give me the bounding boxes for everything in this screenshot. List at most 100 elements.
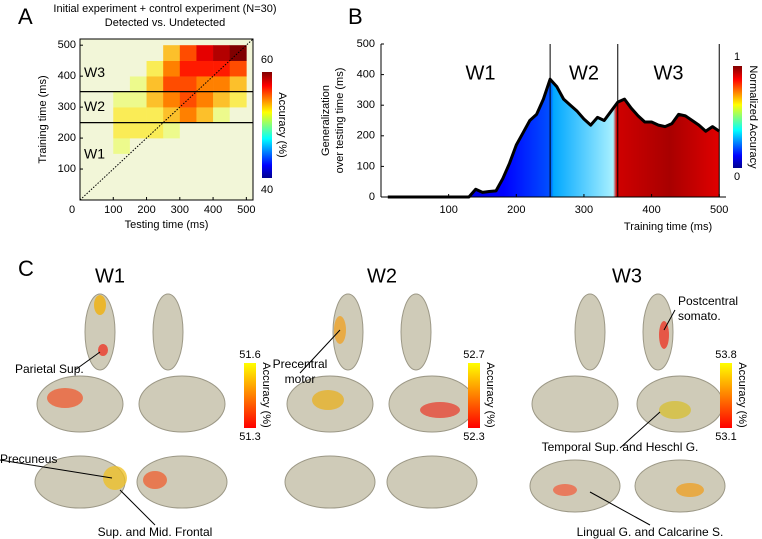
y-tick-label: 300 [58,101,76,113]
heatmap-cell [96,184,114,201]
colorbar [244,363,256,428]
heatmap-cell [80,122,97,139]
heatmap-cell [163,76,181,92]
x-tick-label: 200 [137,204,155,216]
heatmap-cell [129,60,147,77]
x-tick-label: 100 [104,204,122,216]
heatmap-cell [96,60,114,77]
heatmap-cell [179,153,197,170]
annotation: Parietal Sup. [15,362,84,376]
heatmap-cell [213,184,231,201]
heatmap-cell [179,60,197,77]
annotation-leader [663,309,676,331]
y-tick-label: 500 [58,39,76,51]
annotation: motor [285,372,316,386]
y-axis-label: Generalization [320,85,332,156]
heatmap-cell [196,91,214,108]
heatmap-cell [129,76,147,92]
heatmap-cell [113,184,131,201]
y-tick-label: 200 [357,130,375,142]
heatmap-cell [196,122,214,139]
annotation-leader [589,491,651,526]
heatmap-cell [213,107,231,123]
colorbar-label: Accuracy (%) [276,92,288,157]
heatmap-cell [163,122,181,139]
heatmap-cell [129,91,147,108]
heatmap-cell [229,122,247,139]
heatmap-cell [163,107,181,123]
heatmap-cell [96,138,114,154]
heatmap-cell [113,60,131,77]
heatmap-cell [80,91,97,108]
heatmap-cell [179,45,197,61]
heatmap-cell [163,138,181,154]
heatmap-cell [196,76,214,92]
panel-letter: A [18,4,33,29]
heatmap-cell [163,91,181,108]
heatmap-cell [229,184,247,201]
colorbar-label: Accuracy (%) [260,362,272,427]
y-tick-label: 100 [357,160,375,172]
window-title: W2 [367,265,397,287]
x-tick-label: 200 [507,204,525,216]
region-label: W3 [654,62,684,84]
y-tick-label: 0 [369,191,375,203]
heatmap-cell [146,153,164,170]
colorbar-tick-label: 60 [261,54,273,66]
heatmap-cell [196,153,214,170]
x-axis-label: Testing time (ms) [125,219,209,231]
heatmap-cell [196,169,214,185]
heatmap-cell [213,138,231,154]
heatmap-cell [96,45,114,61]
colorbar-tick-label: 0 [734,171,740,183]
heatmap-cell [80,184,97,201]
colorbar-min: 51.3 [239,431,260,443]
annotation-leader [74,351,101,371]
colorbar [733,66,742,168]
colorbar [262,72,272,178]
heatmap-cell [163,184,181,201]
heatmap-cell [146,138,164,154]
colorbar-min: 52.3 [463,431,484,443]
region-label: W3 [84,64,105,80]
heatmap-cell [179,76,197,92]
colorbar-max: 51.6 [239,349,260,361]
heatmap-cell [96,122,114,139]
heatmap-cell [113,45,131,61]
y-tick-label: 100 [58,163,76,175]
heatmap-cell [146,60,164,77]
plot-frame [79,38,254,201]
chart-title: Detected vs. Undetected [105,17,225,29]
annotation: somato. [678,309,721,323]
x-tick-label: 400 [204,204,222,216]
heatmap-cell [146,45,164,61]
heatmap-cell [113,138,131,154]
annotation-leader [619,411,661,449]
heatmap-cell [196,184,214,201]
heatmap-cell [129,45,147,61]
heatmap-cell [129,153,147,170]
heatmap-cell [163,153,181,170]
heatmap-cell [196,138,214,154]
heatmap-cell [146,91,164,108]
x-tick-label: 500 [237,204,255,216]
x-tick-label: 0 [69,204,75,216]
heatmap-cell [146,107,164,123]
heatmap-cell [113,107,131,123]
x-tick-label: 300 [575,204,593,216]
heatmap-cell [129,107,147,123]
heatmap-cell [163,45,181,61]
heatmap-cell [179,122,197,139]
annotation-leader [299,329,341,374]
colorbar-label: Accuracy (%) [736,362,748,427]
heatmap-cell [80,76,97,92]
heatmap-cell [146,184,164,201]
y-axis-label: Training time (ms) [37,75,49,163]
panel-letter: B [348,4,363,29]
heatmap-cell [163,60,181,77]
heatmap-cell [213,45,231,61]
heatmap-cell [96,153,114,170]
heatmap-cell [113,91,131,108]
heatmap-cell [80,45,97,61]
brain-highlights [47,295,704,497]
